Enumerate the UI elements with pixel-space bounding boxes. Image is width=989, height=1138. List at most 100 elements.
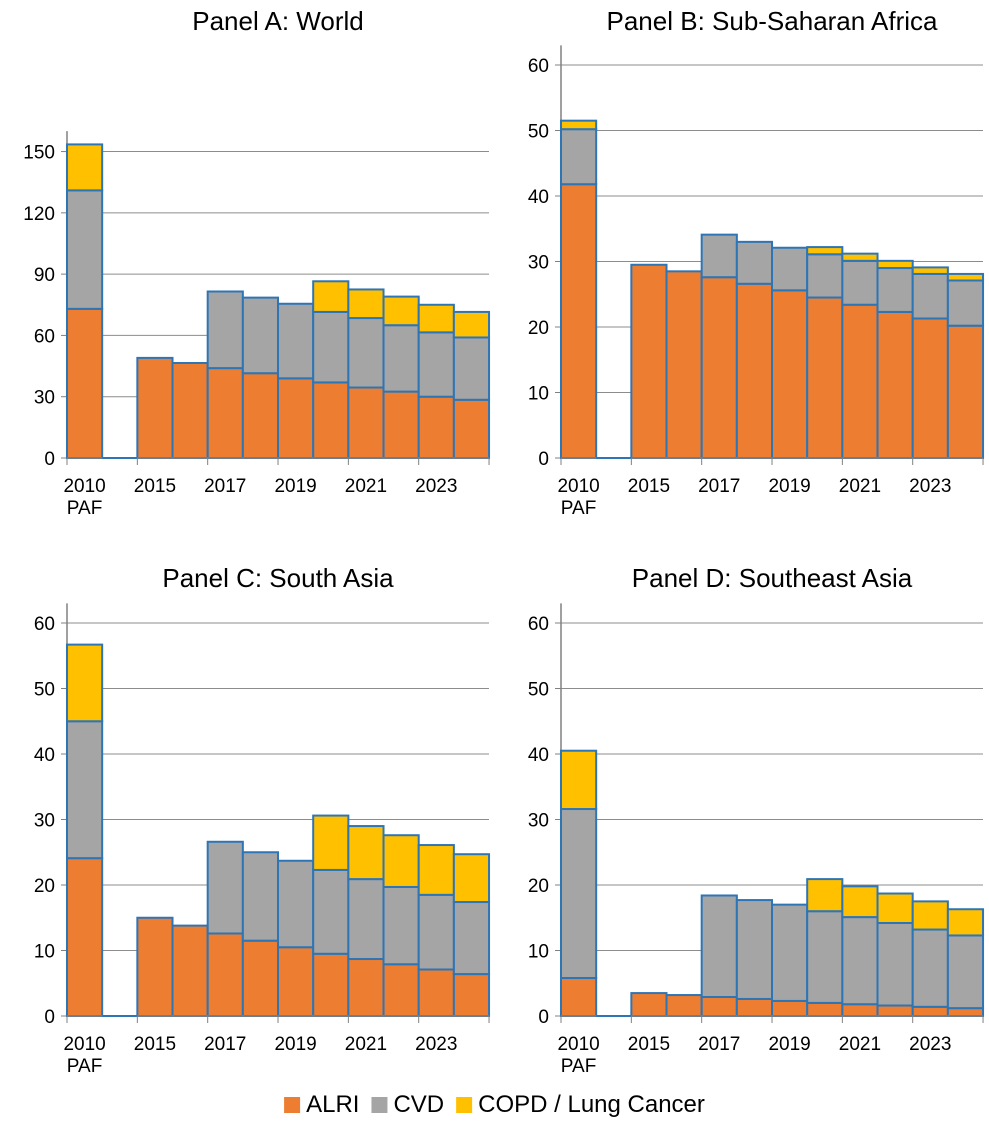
x-tick-label: 2010: [63, 1034, 105, 1055]
bar-segment-copd-lung-cancer: [347, 288, 385, 320]
bar-segment-alri: [665, 270, 703, 460]
y-tick-label: 10: [34, 942, 55, 963]
x-tick-label: 2015: [134, 476, 176, 497]
bar-segment-cvd: [452, 901, 491, 976]
bar-segment-cvd: [841, 916, 879, 1006]
bar-segment-copd-lung-cancer: [946, 908, 985, 937]
x-tick-label: 2021: [839, 476, 881, 497]
x-tick-label: 2015: [628, 1034, 670, 1055]
bar-segment-copd-lung-cancer: [452, 853, 491, 904]
bar-segment-alri: [136, 916, 174, 1017]
bar-segment-copd-lung-cancer: [841, 885, 879, 919]
bar-segment-alri: [735, 997, 774, 1017]
y-tick-label: 60: [34, 326, 55, 347]
bar-segment-alri: [382, 963, 420, 1018]
bar-segment-alri: [241, 372, 280, 460]
bar-segment-alri: [66, 307, 104, 459]
bar-segment-copd-lung-cancer: [806, 246, 844, 256]
bar-segment-alri: [806, 296, 844, 459]
x-tick-label: 2021: [345, 1034, 387, 1055]
bar-segment-alri: [876, 1004, 914, 1018]
bar-segment-copd-lung-cancer: [66, 643, 104, 723]
x-tick-label: PAF: [67, 498, 103, 519]
bar-segment-cvd: [876, 921, 914, 1007]
x-tick-label: 2019: [768, 476, 810, 497]
bar-segment-alri: [347, 386, 385, 460]
bar-segment-alri: [277, 377, 315, 459]
bar-segment-copd-lung-cancer: [806, 878, 844, 913]
y-tick-label: 30: [528, 253, 549, 274]
bar-segment-cvd: [560, 128, 598, 186]
panel-title: Panel A: World: [192, 6, 364, 36]
x-tick-label: 2010: [63, 476, 105, 497]
y-tick-label: 40: [34, 745, 55, 766]
x-tick-label: 2017: [698, 1034, 740, 1055]
bar-segment-copd-lung-cancer: [841, 252, 879, 262]
bar-segment-copd-lung-cancer: [560, 119, 598, 131]
bar-segment-cvd: [700, 233, 738, 279]
y-tick-label: 0: [44, 449, 55, 470]
bar-segment-copd-lung-cancer: [417, 303, 455, 334]
bar-segment-cvd: [382, 324, 420, 393]
y-tick-label: 0: [538, 1007, 549, 1028]
bar-segment-alri: [206, 367, 244, 459]
panel-title: Panel B: Sub-Saharan Africa: [607, 6, 939, 36]
bar-segment-copd-lung-cancer: [382, 295, 420, 327]
y-tick-label: 10: [528, 384, 549, 405]
panel-4: Panel D: Southeast Asia 0 10 20 30 40 50 60 2010…: [528, 563, 985, 1077]
bar-segment-alri: [560, 977, 598, 1018]
legend: ALRI CVD COPD / Lung Cancer: [284, 1091, 705, 1118]
y-tick-label: 30: [34, 388, 55, 409]
bar-segment-copd-lung-cancer: [876, 892, 914, 924]
bar-segment-alri: [171, 924, 209, 1017]
y-tick-label: 20: [528, 876, 549, 897]
y-tick-label: 90: [34, 265, 55, 286]
x-tick-label: 2023: [909, 476, 951, 497]
bar-segment-cvd: [241, 851, 280, 942]
bar-segment-alri: [347, 958, 385, 1018]
bar-segment-alri: [382, 390, 420, 460]
bar-segment-cvd: [841, 259, 879, 306]
bar-segment-cvd: [911, 272, 949, 320]
bar-segment-cvd: [277, 302, 315, 380]
x-tick-label: 2023: [909, 1034, 951, 1055]
y-tick-label: 30: [34, 811, 55, 832]
x-tick-label: 2017: [204, 1034, 246, 1055]
x-tick-label: 2017: [204, 476, 246, 497]
y-tick-label: 0: [44, 1007, 55, 1028]
x-tick-label: 2021: [345, 476, 387, 497]
bar-segment-alri: [277, 946, 315, 1017]
y-tick-label: 0: [538, 449, 549, 470]
bar-segment-alri: [312, 381, 350, 459]
bar-segment-copd-lung-cancer: [382, 834, 420, 888]
bar-segment-cvd: [312, 868, 350, 955]
y-tick-label: 120: [23, 204, 55, 225]
x-tick-label: 2015: [134, 1034, 176, 1055]
y-tick-label: 50: [34, 680, 55, 701]
panel-title: Panel C: South Asia: [162, 563, 394, 593]
y-tick-label: 40: [528, 187, 549, 208]
y-tick-label: 60: [528, 56, 549, 77]
bar-segment-cvd: [771, 903, 809, 1002]
y-tick-label: 60: [34, 614, 55, 635]
bar-segment-alri: [700, 996, 738, 1018]
bar-segment-alri: [841, 1003, 879, 1018]
bar-segment-alri: [206, 932, 244, 1017]
x-tick-label: 2015: [628, 476, 670, 497]
bar-segment-alri: [911, 317, 949, 459]
bar-segment-cvd: [560, 808, 598, 980]
bar-segment-cvd: [206, 840, 244, 935]
bar-segment-cvd: [876, 267, 914, 313]
bar-segment-cvd: [241, 296, 280, 375]
bar-segment-alri: [312, 952, 350, 1018]
x-tick-label: 2010: [557, 1034, 599, 1055]
legend-swatch: [371, 1097, 388, 1113]
bar-segment-alri: [452, 973, 491, 1018]
bar-segment-cvd: [735, 899, 774, 1000]
bar-segment-copd-lung-cancer: [66, 143, 104, 192]
bar-segment-alri: [630, 263, 668, 459]
bar-segment-copd-lung-cancer: [911, 266, 949, 275]
bar-segment-alri: [560, 183, 598, 460]
bar-segment-copd-lung-cancer: [911, 900, 949, 931]
